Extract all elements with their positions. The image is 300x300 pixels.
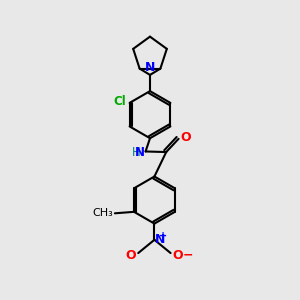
Text: N: N: [135, 146, 145, 159]
Text: H: H: [131, 146, 140, 159]
Text: +: +: [159, 231, 167, 241]
Text: N: N: [145, 61, 155, 74]
Text: −: −: [182, 248, 193, 261]
Text: O: O: [125, 249, 136, 262]
Text: O: O: [181, 131, 191, 144]
Text: CH₃: CH₃: [93, 208, 113, 218]
Text: Cl: Cl: [113, 95, 126, 108]
Text: O: O: [173, 249, 183, 262]
Text: N: N: [155, 233, 165, 246]
